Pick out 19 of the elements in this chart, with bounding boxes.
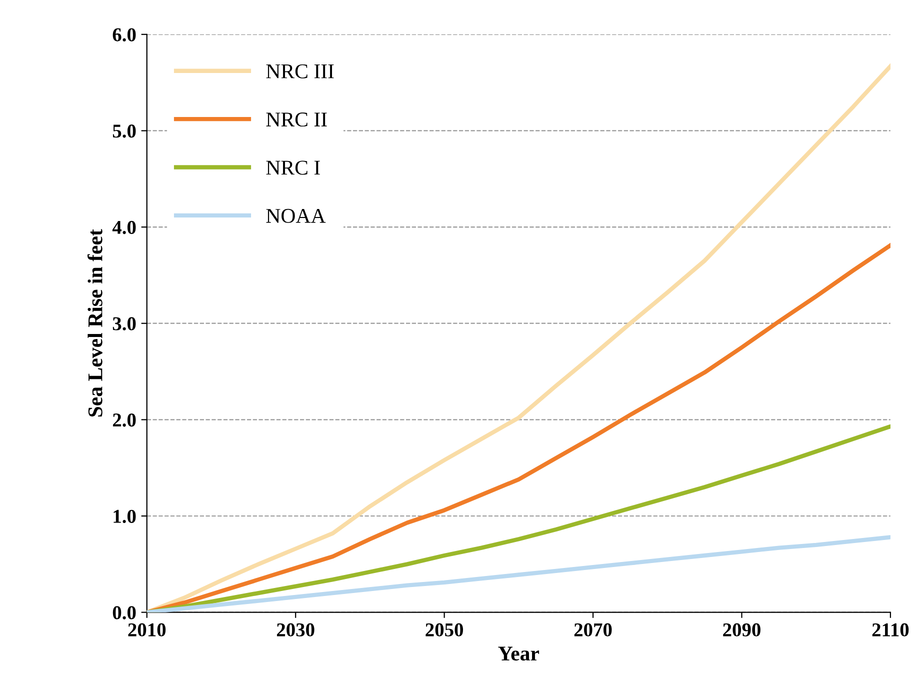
y-tick-label: 1.0: [114, 510, 136, 524]
x-tick-label: 2110: [872, 623, 909, 636]
x-tick-label: 2010: [128, 623, 166, 636]
legend-label: NRC I: [266, 160, 320, 175]
x-axis-title: Year: [498, 646, 540, 661]
legend-label: NRC III: [266, 64, 334, 78]
legend-label: NRC II: [266, 112, 327, 127]
y-tick-label: 6.0: [112, 28, 136, 42]
y-tick-label: 0.0: [112, 606, 136, 620]
y-tick-label: 5.0: [112, 124, 136, 138]
y-tick-label: 3.0: [112, 317, 136, 330]
y-tick-label: 4.0: [112, 220, 136, 234]
x-tick-label: 2070: [574, 623, 612, 636]
y-tick-label: 2.0: [112, 413, 136, 427]
y-axis-title: Sea Level Rise in feet: [87, 229, 102, 417]
x-tick-label: 2050: [426, 623, 464, 636]
legend-label: NOAA: [266, 208, 326, 223]
x-tick-label: 2030: [276, 623, 314, 636]
x-tick-label: 2090: [723, 623, 760, 636]
